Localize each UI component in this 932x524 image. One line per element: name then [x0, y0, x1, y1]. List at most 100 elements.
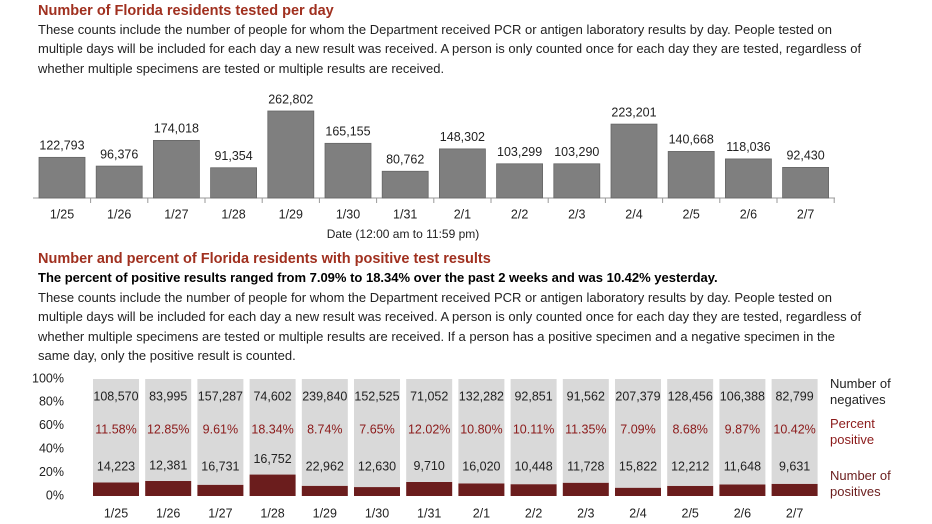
bar-segment [562, 482, 609, 496]
data-label: 83,995 [149, 389, 187, 403]
data-label: 262,802 [268, 92, 313, 106]
data-label: 7.09% [620, 422, 655, 436]
bar-segment [719, 484, 766, 496]
bar [496, 163, 544, 199]
chart-subtitle: The percent of positive results ranged f… [38, 270, 718, 285]
data-label: 11.58% [95, 422, 136, 436]
x-tick-label: 2/5 [683, 207, 700, 221]
data-label: 96,376 [100, 147, 138, 161]
y-tick-label: 60% [39, 418, 64, 432]
x-tick-label: 1/25 [50, 207, 74, 221]
x-tick-label: 2/7 [797, 207, 814, 221]
bar-segment [771, 483, 818, 496]
x-tick-label: 2/7 [786, 506, 803, 520]
y-tick-label: 80% [39, 395, 64, 409]
data-label: 92,430 [786, 149, 824, 163]
x-tick-label: 1/30 [336, 207, 360, 221]
data-label: 174,018 [154, 122, 199, 136]
bar-segment [354, 379, 400, 488]
x-tick-label: 1/29 [313, 506, 337, 520]
x-tick-label: 2/5 [682, 506, 699, 520]
bar-segment [771, 379, 818, 484]
bar [610, 123, 658, 199]
x-tick-label: 1/31 [417, 506, 441, 520]
legend-entry: Percent positive [830, 416, 875, 447]
x-tick-label: 2/3 [577, 506, 594, 520]
x-axis-label: Date (12:00 am to 11:59 pm) [327, 227, 480, 241]
chart-description: These counts include the number of peopl… [38, 290, 862, 363]
data-label: 9.61% [203, 422, 238, 436]
x-tick-label: 1/28 [260, 506, 284, 520]
data-label: 12.85% [147, 422, 189, 436]
data-label: 165,155 [325, 125, 370, 139]
data-label: 8.68% [672, 422, 707, 436]
x-tick-label: 2/1 [454, 207, 471, 221]
data-label: 9,631 [779, 459, 810, 473]
data-label: 7.65% [359, 422, 394, 436]
data-label: 132,282 [459, 389, 504, 403]
bar [267, 110, 315, 199]
data-label: 80,762 [386, 153, 424, 167]
bar-segment [145, 379, 192, 481]
data-label: 15,822 [619, 459, 657, 473]
x-tick-label: 1/27 [164, 207, 188, 221]
data-label: 18.34% [251, 422, 293, 436]
bar-segment [667, 485, 714, 496]
data-label: 16,020 [462, 459, 500, 473]
bar-segment [197, 484, 244, 496]
bar [95, 165, 143, 199]
data-label: 10.42% [773, 422, 815, 436]
chart-title: Number and percent of Florida residents … [38, 251, 491, 267]
bar-segment [562, 379, 609, 483]
data-label: 10,448 [514, 459, 552, 473]
x-tick-label: 2/2 [525, 506, 542, 520]
data-label: 239,840 [302, 389, 347, 403]
bar [725, 158, 772, 199]
x-tick-label: 2/3 [568, 207, 585, 221]
bar-segment [197, 379, 244, 485]
data-label: 152,525 [354, 389, 399, 403]
data-label: 92,851 [514, 389, 552, 403]
chart-title: Number of Florida residents tested per d… [38, 3, 334, 19]
data-label: 122,793 [39, 139, 84, 153]
x-tick-label: 1/28 [221, 207, 245, 221]
bar-segment [406, 379, 453, 482]
bar-segment [406, 481, 453, 496]
bar-segment [145, 480, 192, 496]
y-tick-label: 20% [39, 465, 64, 479]
data-label: 157,287 [198, 389, 243, 403]
x-tick-label: 1/30 [365, 506, 389, 520]
bar [782, 167, 829, 199]
bar-segment [458, 379, 505, 484]
x-tick-label: 1/26 [107, 207, 131, 221]
data-label: 118,036 [726, 140, 770, 154]
x-tick-label: 2/1 [473, 506, 490, 520]
x-tick-label: 1/27 [208, 506, 232, 520]
data-label: 103,299 [497, 145, 542, 159]
x-tick-label: 1/31 [393, 207, 417, 221]
x-tick-label: 2/4 [629, 506, 646, 520]
data-label: 91,354 [214, 149, 252, 163]
bar [381, 170, 429, 199]
data-label: 103,290 [554, 145, 599, 159]
data-label: 223,201 [611, 105, 656, 119]
bar [38, 156, 86, 199]
bar [210, 167, 258, 199]
bar-segment [615, 379, 661, 488]
data-label: 140,668 [669, 133, 714, 147]
y-tick-label: 40% [39, 441, 64, 455]
data-label: 11,648 [724, 459, 761, 473]
bar-segment [615, 487, 661, 496]
bar-segment [354, 487, 400, 496]
x-tick-label: 1/26 [156, 506, 180, 520]
bar-segment [93, 379, 139, 483]
data-label: 22,962 [306, 459, 344, 473]
chart-description: These counts include the number of peopl… [38, 22, 862, 76]
bar-segment [510, 484, 557, 496]
bar-segment [301, 379, 348, 486]
data-label: 14,223 [97, 459, 135, 473]
data-label: 16,731 [201, 459, 239, 473]
x-tick-label: 2/2 [511, 207, 528, 221]
data-label: 71,052 [410, 389, 448, 403]
